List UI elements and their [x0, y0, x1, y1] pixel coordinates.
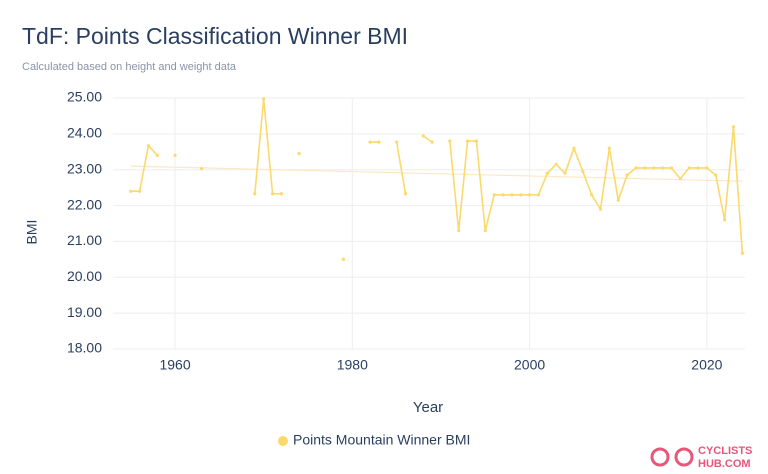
point	[155, 153, 159, 157]
logo-text: HUB.COM	[698, 458, 751, 470]
point	[643, 166, 647, 170]
y-axis-title: BMI	[24, 220, 40, 245]
y-tick-label: 22.00	[67, 196, 102, 212]
y-tick-label: 19.00	[67, 304, 102, 320]
y-tick-label: 18.00	[67, 340, 102, 356]
legend-label: Points Mountain Winner BMI	[293, 432, 470, 448]
point	[590, 193, 594, 197]
point	[634, 166, 638, 170]
point	[395, 140, 399, 144]
point	[129, 189, 133, 193]
point	[616, 198, 620, 202]
point	[678, 177, 682, 181]
chart-title: TdF: Points Classification Winner BMI	[22, 23, 408, 49]
point	[607, 146, 611, 150]
point	[279, 192, 284, 196]
point	[625, 173, 629, 177]
point	[660, 166, 665, 170]
point	[696, 166, 700, 170]
point	[528, 193, 532, 197]
point	[137, 189, 142, 193]
point	[368, 140, 372, 144]
point	[430, 140, 434, 144]
point	[563, 171, 567, 175]
point	[687, 166, 691, 170]
point	[173, 153, 177, 157]
point	[554, 162, 558, 166]
point	[519, 193, 523, 197]
x-tick-label: 2020	[691, 357, 722, 373]
legend-marker	[278, 436, 288, 446]
point	[262, 97, 266, 101]
point	[146, 144, 151, 148]
point	[545, 171, 549, 175]
point	[200, 167, 204, 171]
trend-line	[130, 165, 743, 182]
x-tick-label: 2000	[514, 357, 545, 373]
point	[705, 166, 709, 170]
logo: CYCLISTS HUB.COM	[650, 445, 752, 470]
point	[731, 125, 736, 129]
logo-wheel	[650, 447, 670, 467]
y-tick-label: 20.00	[67, 268, 102, 284]
x-axis-title: Year	[413, 399, 443, 416]
point	[740, 251, 744, 255]
logo-wheel	[674, 447, 694, 467]
logo-text: CYCLISTS	[698, 445, 752, 457]
y-tick-label: 25.00	[67, 89, 102, 105]
chart-subtitle: Calculated based on height and weight da…	[22, 61, 237, 73]
point	[474, 139, 479, 143]
point	[510, 193, 514, 197]
point	[723, 218, 727, 222]
point	[572, 146, 576, 150]
x-tick-label: 1960	[159, 357, 190, 373]
point	[253, 192, 257, 196]
point	[536, 193, 541, 197]
y-tick-label: 21.00	[67, 232, 102, 248]
point	[598, 207, 603, 211]
series-line	[130, 97, 744, 254]
point	[465, 139, 470, 143]
point	[669, 166, 674, 170]
point	[403, 192, 408, 196]
point	[448, 139, 452, 143]
point	[297, 151, 301, 156]
x-tick-label: 1980	[337, 357, 368, 373]
y-tick-label: 23.00	[67, 160, 102, 176]
point	[457, 229, 461, 233]
point	[421, 134, 425, 138]
point	[492, 193, 496, 197]
point	[714, 173, 718, 177]
point	[270, 192, 275, 196]
point	[581, 169, 585, 174]
point	[341, 257, 346, 261]
point	[501, 193, 505, 197]
point	[377, 140, 381, 144]
point	[483, 229, 487, 233]
point	[652, 166, 656, 170]
y-tick-label: 24.00	[67, 125, 102, 141]
